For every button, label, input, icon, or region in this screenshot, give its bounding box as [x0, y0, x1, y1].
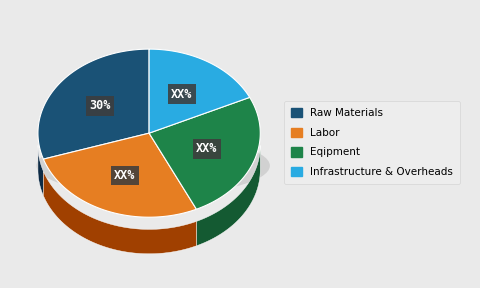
Text: 30%: 30%	[89, 99, 110, 113]
Polygon shape	[43, 133, 196, 217]
Legend: Raw Materials, Labor, Eqipment, Infrastructure & Overheads: Raw Materials, Labor, Eqipment, Infrastr…	[284, 101, 459, 184]
Text: XX%: XX%	[114, 169, 135, 182]
Polygon shape	[38, 145, 43, 196]
Text: XX%: XX%	[195, 142, 217, 155]
Polygon shape	[43, 171, 196, 254]
Polygon shape	[38, 49, 149, 159]
Polygon shape	[149, 97, 260, 209]
Polygon shape	[196, 145, 260, 246]
Ellipse shape	[36, 136, 269, 195]
Text: XX%: XX%	[171, 88, 192, 101]
Polygon shape	[149, 49, 249, 133]
